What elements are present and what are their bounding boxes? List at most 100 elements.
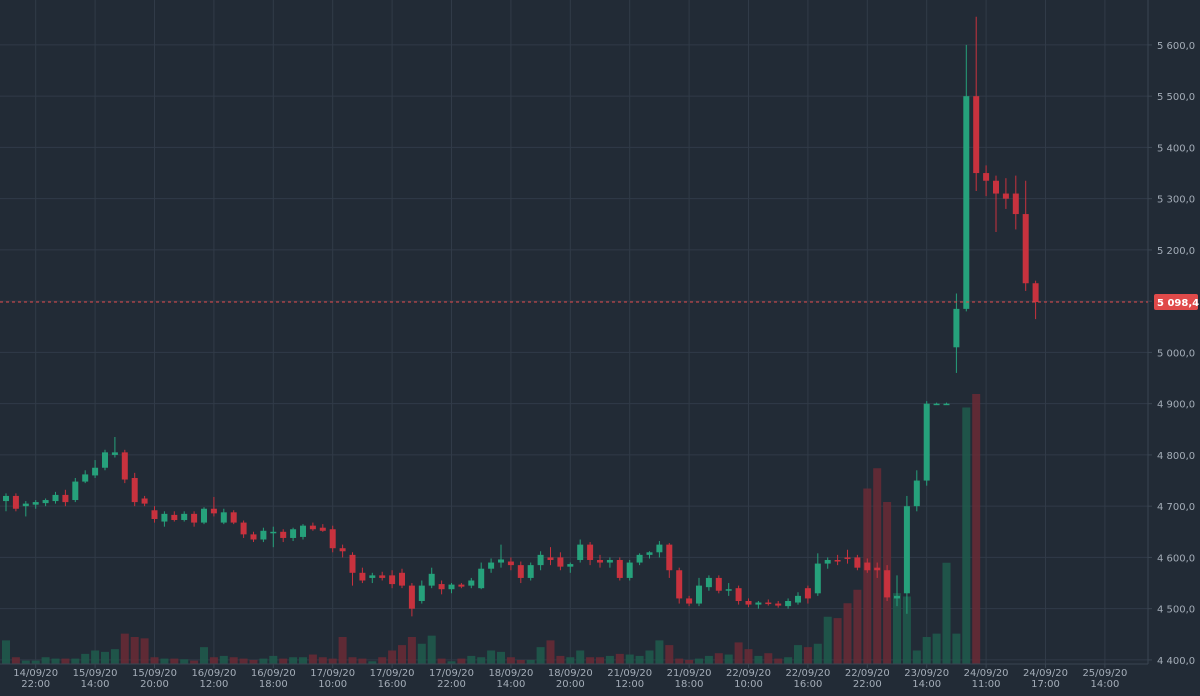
candle-3[interactable]: [32, 500, 39, 509]
candle-26[interactable]: [260, 527, 267, 543]
candle-51[interactable]: [507, 557, 514, 571]
candle-65[interactable]: [646, 551, 653, 559]
candle-86[interactable]: [854, 554, 861, 571]
candle-20[interactable]: [201, 507, 207, 525]
candle-83[interactable]: [824, 557, 831, 569]
candle-92[interactable]: [913, 470, 920, 512]
candle-16[interactable]: [161, 511, 168, 527]
candle-11[interactable]: [111, 436, 118, 458]
candle-71[interactable]: [705, 575, 712, 591]
candle-19[interactable]: [191, 511, 198, 527]
candle-57[interactable]: [567, 562, 574, 573]
candle-79[interactable]: [785, 598, 792, 609]
candle-39[interactable]: [389, 570, 396, 589]
candle-28[interactable]: [280, 529, 287, 543]
candle-64[interactable]: [636, 553, 643, 566]
candle-60[interactable]: [597, 554, 603, 568]
candle-1[interactable]: [12, 493, 19, 512]
candle-75[interactable]: [745, 598, 752, 608]
candle-76[interactable]: [755, 600, 762, 609]
candle-48[interactable]: [478, 562, 485, 590]
candle-104[interactable]: [1032, 280, 1039, 320]
candle-96[interactable]: [953, 293, 960, 373]
candle-90[interactable]: [894, 575, 900, 607]
candle-0[interactable]: [3, 493, 9, 512]
candle-13[interactable]: [131, 472, 138, 507]
candle-10[interactable]: [102, 449, 108, 471]
candle-46[interactable]: [458, 583, 465, 589]
candle-6[interactable]: [62, 489, 69, 507]
candle-12[interactable]: [121, 449, 128, 484]
candle-53[interactable]: [527, 562, 534, 581]
candle-25[interactable]: [250, 531, 257, 543]
candle-5[interactable]: [52, 491, 59, 504]
candle-94[interactable]: [933, 402, 940, 406]
candle-7[interactable]: [72, 477, 79, 503]
candle-47[interactable]: [468, 577, 475, 589]
candle-42[interactable]: [418, 580, 425, 604]
candle-32[interactable]: [319, 524, 326, 532]
candle-103[interactable]: [1022, 180, 1029, 291]
candle-36[interactable]: [359, 567, 366, 584]
candle-72[interactable]: [715, 575, 722, 594]
candle-2[interactable]: [22, 501, 29, 517]
candle-17[interactable]: [171, 511, 178, 522]
candle-24[interactable]: [240, 520, 247, 538]
candle-22[interactable]: [220, 508, 227, 525]
candle-62[interactable]: [616, 557, 623, 581]
candle-9[interactable]: [92, 460, 99, 478]
candle-31[interactable]: [309, 522, 316, 531]
candle-93[interactable]: [923, 401, 930, 486]
candle-4[interactable]: [42, 498, 49, 507]
candle-87[interactable]: [864, 558, 871, 573]
candles[interactable]: [3, 16, 1039, 617]
candle-29[interactable]: [290, 527, 297, 542]
candle-63[interactable]: [626, 559, 633, 581]
candle-74[interactable]: [735, 585, 742, 605]
candle-100[interactable]: [993, 175, 999, 232]
time-axis[interactable]: 14/09/20 22:00 15/09/20 14:00 15/09/20 20:00 1…: [13, 664, 1127, 690]
candle-97[interactable]: [963, 44, 970, 312]
candle-23[interactable]: [230, 510, 237, 525]
candle-84[interactable]: [834, 554, 841, 566]
candle-37[interactable]: [369, 572, 376, 584]
candle-54[interactable]: [537, 551, 544, 571]
candle-69[interactable]: [686, 595, 693, 607]
candle-8[interactable]: [82, 470, 89, 484]
candle-82[interactable]: [814, 553, 821, 596]
candle-52[interactable]: [517, 561, 524, 584]
candle-44[interactable]: [438, 580, 445, 595]
candle-67[interactable]: [666, 543, 673, 578]
candle-56[interactable]: [557, 552, 564, 571]
candle-43[interactable]: [428, 567, 435, 589]
candle-68[interactable]: [676, 567, 683, 604]
candle-85[interactable]: [844, 549, 851, 564]
candle-70[interactable]: [696, 577, 702, 607]
candle-95[interactable]: [943, 402, 950, 406]
candle-49[interactable]: [488, 558, 495, 573]
candle-88[interactable]: [874, 562, 881, 578]
candle-73[interactable]: [725, 583, 732, 596]
candle-61[interactable]: [606, 557, 613, 568]
candle-14[interactable]: [141, 495, 148, 507]
candle-80[interactable]: [795, 592, 801, 605]
candle-91[interactable]: [903, 495, 910, 614]
candle-45[interactable]: [448, 583, 455, 594]
candle-15[interactable]: [151, 506, 158, 523]
candle-102[interactable]: [1012, 175, 1019, 230]
candle-77[interactable]: [765, 599, 772, 606]
candle-101[interactable]: [1002, 178, 1009, 209]
candle-81[interactable]: [804, 585, 811, 604]
candle-55[interactable]: [547, 547, 554, 566]
candle-98[interactable]: [973, 16, 980, 191]
candle-40[interactable]: [399, 568, 405, 589]
candle-18[interactable]: [181, 511, 188, 522]
candle-59[interactable]: [587, 542, 594, 566]
candle-78[interactable]: [775, 600, 782, 608]
candle-58[interactable]: [577, 539, 584, 563]
candle-89[interactable]: [884, 565, 891, 601]
candle-66[interactable]: [656, 541, 663, 558]
candle-33[interactable]: [329, 525, 336, 553]
candle-27[interactable]: [270, 526, 277, 548]
